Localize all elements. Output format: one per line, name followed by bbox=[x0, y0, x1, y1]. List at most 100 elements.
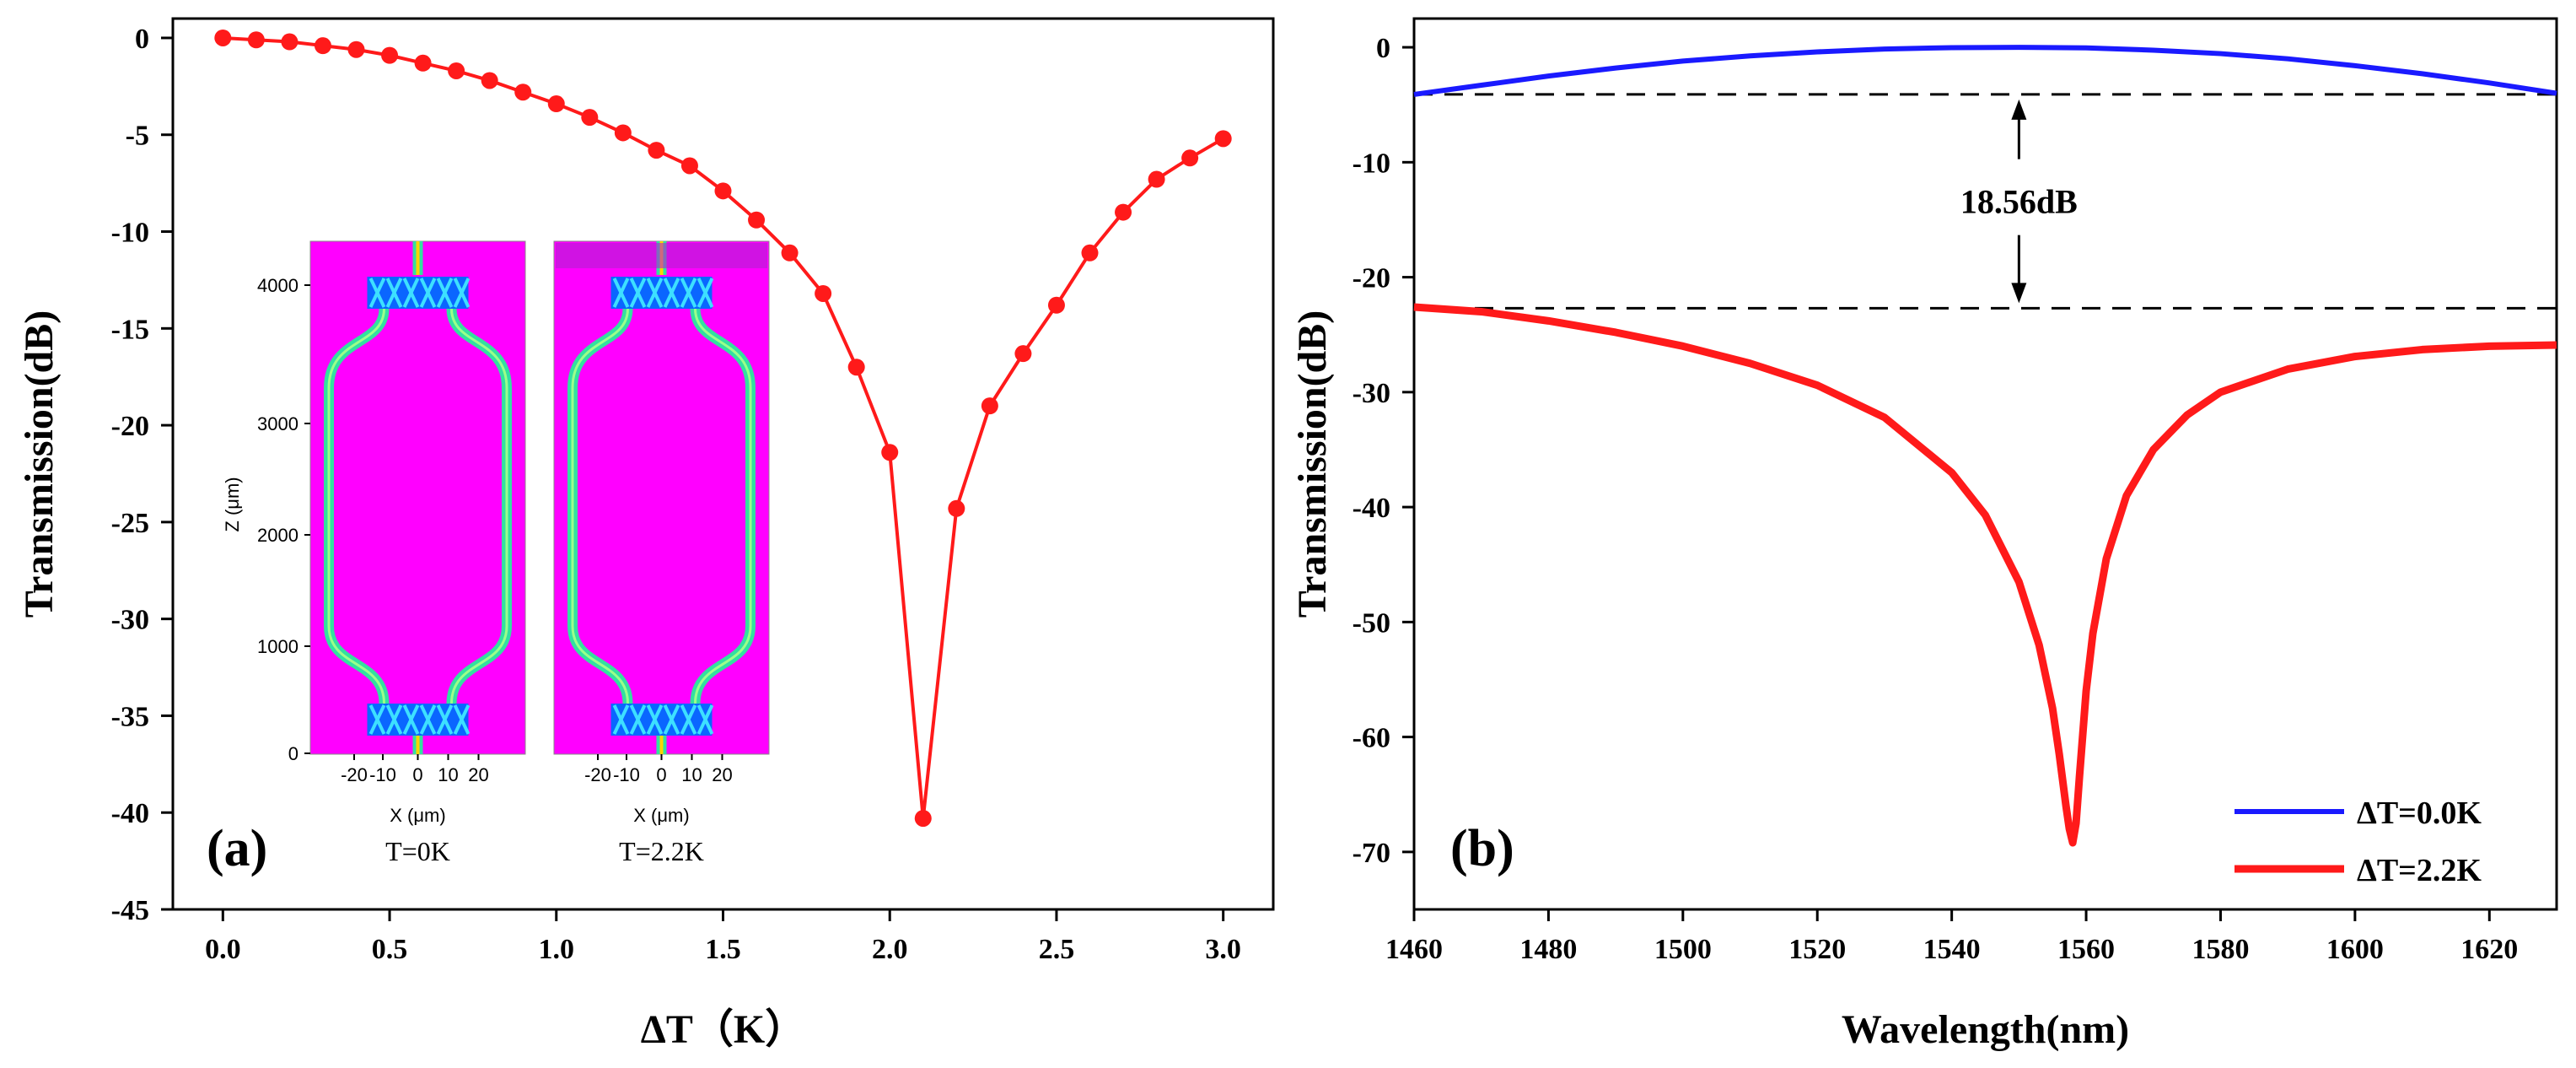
data-point-a bbox=[214, 29, 232, 46]
y-tick-label-a: -5 bbox=[126, 121, 149, 152]
y-tick-label-a: -45 bbox=[111, 895, 149, 926]
plot-frame-b bbox=[1412, 17, 2558, 911]
data-point-a bbox=[881, 444, 899, 461]
x-tick-label-a: 2.0 bbox=[872, 934, 908, 965]
y-tick-label-a: -25 bbox=[111, 508, 149, 539]
series-line-b-0 bbox=[1413, 45, 2557, 97]
inset-x-tick-label: -10 bbox=[613, 764, 640, 785]
chart-a: 0.0 0.5 1.0 1.5 2.0 2.5 3.0 0 -5 -10 -15 -20 -25 -30 -… bbox=[17, 17, 1275, 1052]
waveguide-core bbox=[416, 241, 420, 275]
data-point-a bbox=[314, 37, 331, 55]
mmi-pattern bbox=[696, 704, 714, 735]
legend-label: ΔT=0.0K bbox=[2357, 796, 2482, 831]
data-point-a bbox=[247, 31, 265, 49]
data-point-a bbox=[614, 124, 632, 142]
mmi-pattern bbox=[646, 278, 664, 308]
data-point-a bbox=[1047, 296, 1065, 314]
mmi-pattern bbox=[629, 278, 647, 308]
y-tick-label-a: -30 bbox=[111, 605, 149, 636]
inset-x-tick-label: 0 bbox=[656, 764, 666, 785]
inset-x-tick-label: 0 bbox=[412, 764, 422, 785]
legend-label: ΔT=2.2K bbox=[2357, 853, 2482, 888]
data-point-a bbox=[847, 359, 865, 376]
inset-x-tick-label: 10 bbox=[681, 764, 702, 785]
mmi-pattern bbox=[385, 278, 403, 308]
mmi-pattern bbox=[436, 704, 454, 735]
y-axis-label-a: Transmission(dB) bbox=[17, 310, 62, 618]
annotation-label: 18.56dB bbox=[1960, 183, 2078, 221]
inset-y-tick-label: 0 bbox=[288, 743, 298, 764]
data-point-a bbox=[581, 109, 599, 127]
x-axis-label-a: ΔT（K） bbox=[641, 1007, 805, 1052]
inset-y-label: Z (μm) bbox=[222, 477, 243, 531]
data-point-a bbox=[648, 142, 665, 159]
mmi-pattern bbox=[419, 704, 437, 735]
data-point-a bbox=[1081, 244, 1099, 262]
data-point-a bbox=[347, 40, 365, 58]
x-tick-label-a: 0.5 bbox=[372, 934, 408, 965]
x-tick-label-a: 1.0 bbox=[539, 934, 575, 965]
waveguide-arm-core bbox=[450, 308, 508, 704]
data-point-a bbox=[414, 54, 432, 72]
mmi-pattern bbox=[453, 278, 471, 308]
inset-x-tick-label: -20 bbox=[341, 764, 368, 785]
data-point-a bbox=[481, 72, 498, 89]
data-point-a bbox=[547, 95, 565, 113]
y-axis-label-b: Transmission(dB) bbox=[1290, 310, 1335, 618]
x-tick-label-b: 1480 bbox=[1519, 934, 1577, 965]
mmi-pattern bbox=[368, 278, 386, 308]
y-tick-label-a: -20 bbox=[111, 411, 149, 442]
mmi-pattern bbox=[612, 704, 630, 735]
inset-x-label: X (μm) bbox=[390, 805, 445, 826]
x-tick-label-a: 3.0 bbox=[1205, 934, 1241, 965]
data-point-a bbox=[1181, 149, 1199, 167]
x-tick-label-b: 1580 bbox=[2191, 934, 2249, 965]
y-tick-label-a: -35 bbox=[111, 701, 149, 732]
inset-y-tick-label: 2000 bbox=[257, 525, 298, 546]
mmi-pattern bbox=[663, 278, 680, 308]
y-tick-label-b: -70 bbox=[1353, 838, 1390, 869]
y-tick-label-b: -50 bbox=[1353, 607, 1390, 639]
x-tick-label-a: 1.5 bbox=[705, 934, 741, 965]
data-point-a bbox=[514, 84, 532, 101]
data-point-a bbox=[680, 157, 698, 175]
panel-label-a: (a) bbox=[207, 820, 267, 877]
x-tick-label-a: 2.5 bbox=[1039, 934, 1075, 965]
data-point-a bbox=[1115, 203, 1132, 221]
data-point-a bbox=[1014, 345, 1032, 363]
x-tick-label-a: 0.0 bbox=[205, 934, 241, 965]
mmi-pattern bbox=[612, 278, 630, 308]
annotation-arrowhead bbox=[2011, 283, 2027, 304]
inset-x-tick-label: -10 bbox=[369, 764, 396, 785]
mmi-pattern bbox=[696, 278, 714, 308]
y-tick-label-a: -40 bbox=[111, 798, 149, 829]
data-point-a bbox=[781, 244, 799, 262]
inset-x-tick-label: -20 bbox=[584, 764, 611, 785]
inset-caption: T=0K bbox=[385, 836, 450, 866]
y-tick-label-a: -15 bbox=[111, 314, 149, 345]
x-tick-label-b: 1500 bbox=[1654, 934, 1712, 965]
y-tick-label-b: -10 bbox=[1353, 148, 1390, 179]
data-point-a bbox=[281, 33, 298, 51]
inset-y-tick-label: 4000 bbox=[257, 275, 298, 296]
data-point-a bbox=[448, 62, 465, 79]
inset-x-label: X (μm) bbox=[633, 805, 689, 826]
field-map-background bbox=[553, 240, 770, 755]
data-point-a bbox=[381, 46, 399, 64]
mmi-pattern bbox=[368, 704, 386, 735]
y-tick-label-b: -60 bbox=[1353, 723, 1390, 754]
y-tick-label-b: -20 bbox=[1353, 263, 1390, 294]
y-tick-label-a: -10 bbox=[111, 218, 149, 249]
mmi-pattern bbox=[680, 278, 697, 308]
inset-field-maps: -20 -10 0 10 20X (μm)T=0K-20 -10 0 10 20X (μm)T=… bbox=[222, 240, 770, 866]
data-point-a bbox=[815, 284, 832, 302]
y-tick-label-a: 0 bbox=[135, 24, 149, 55]
annotation-arrowhead bbox=[2011, 99, 2027, 120]
mmi-pattern bbox=[663, 704, 680, 735]
x-tick-label-b: 1560 bbox=[2057, 934, 2115, 965]
y-tick-label-b: 0 bbox=[1376, 33, 1390, 64]
x-axis-label-b: Wavelength(nm) bbox=[1842, 1007, 2129, 1052]
radiation-region bbox=[556, 243, 767, 268]
mmi-pattern bbox=[453, 704, 471, 735]
x-tick-label-b: 1460 bbox=[1385, 934, 1443, 965]
